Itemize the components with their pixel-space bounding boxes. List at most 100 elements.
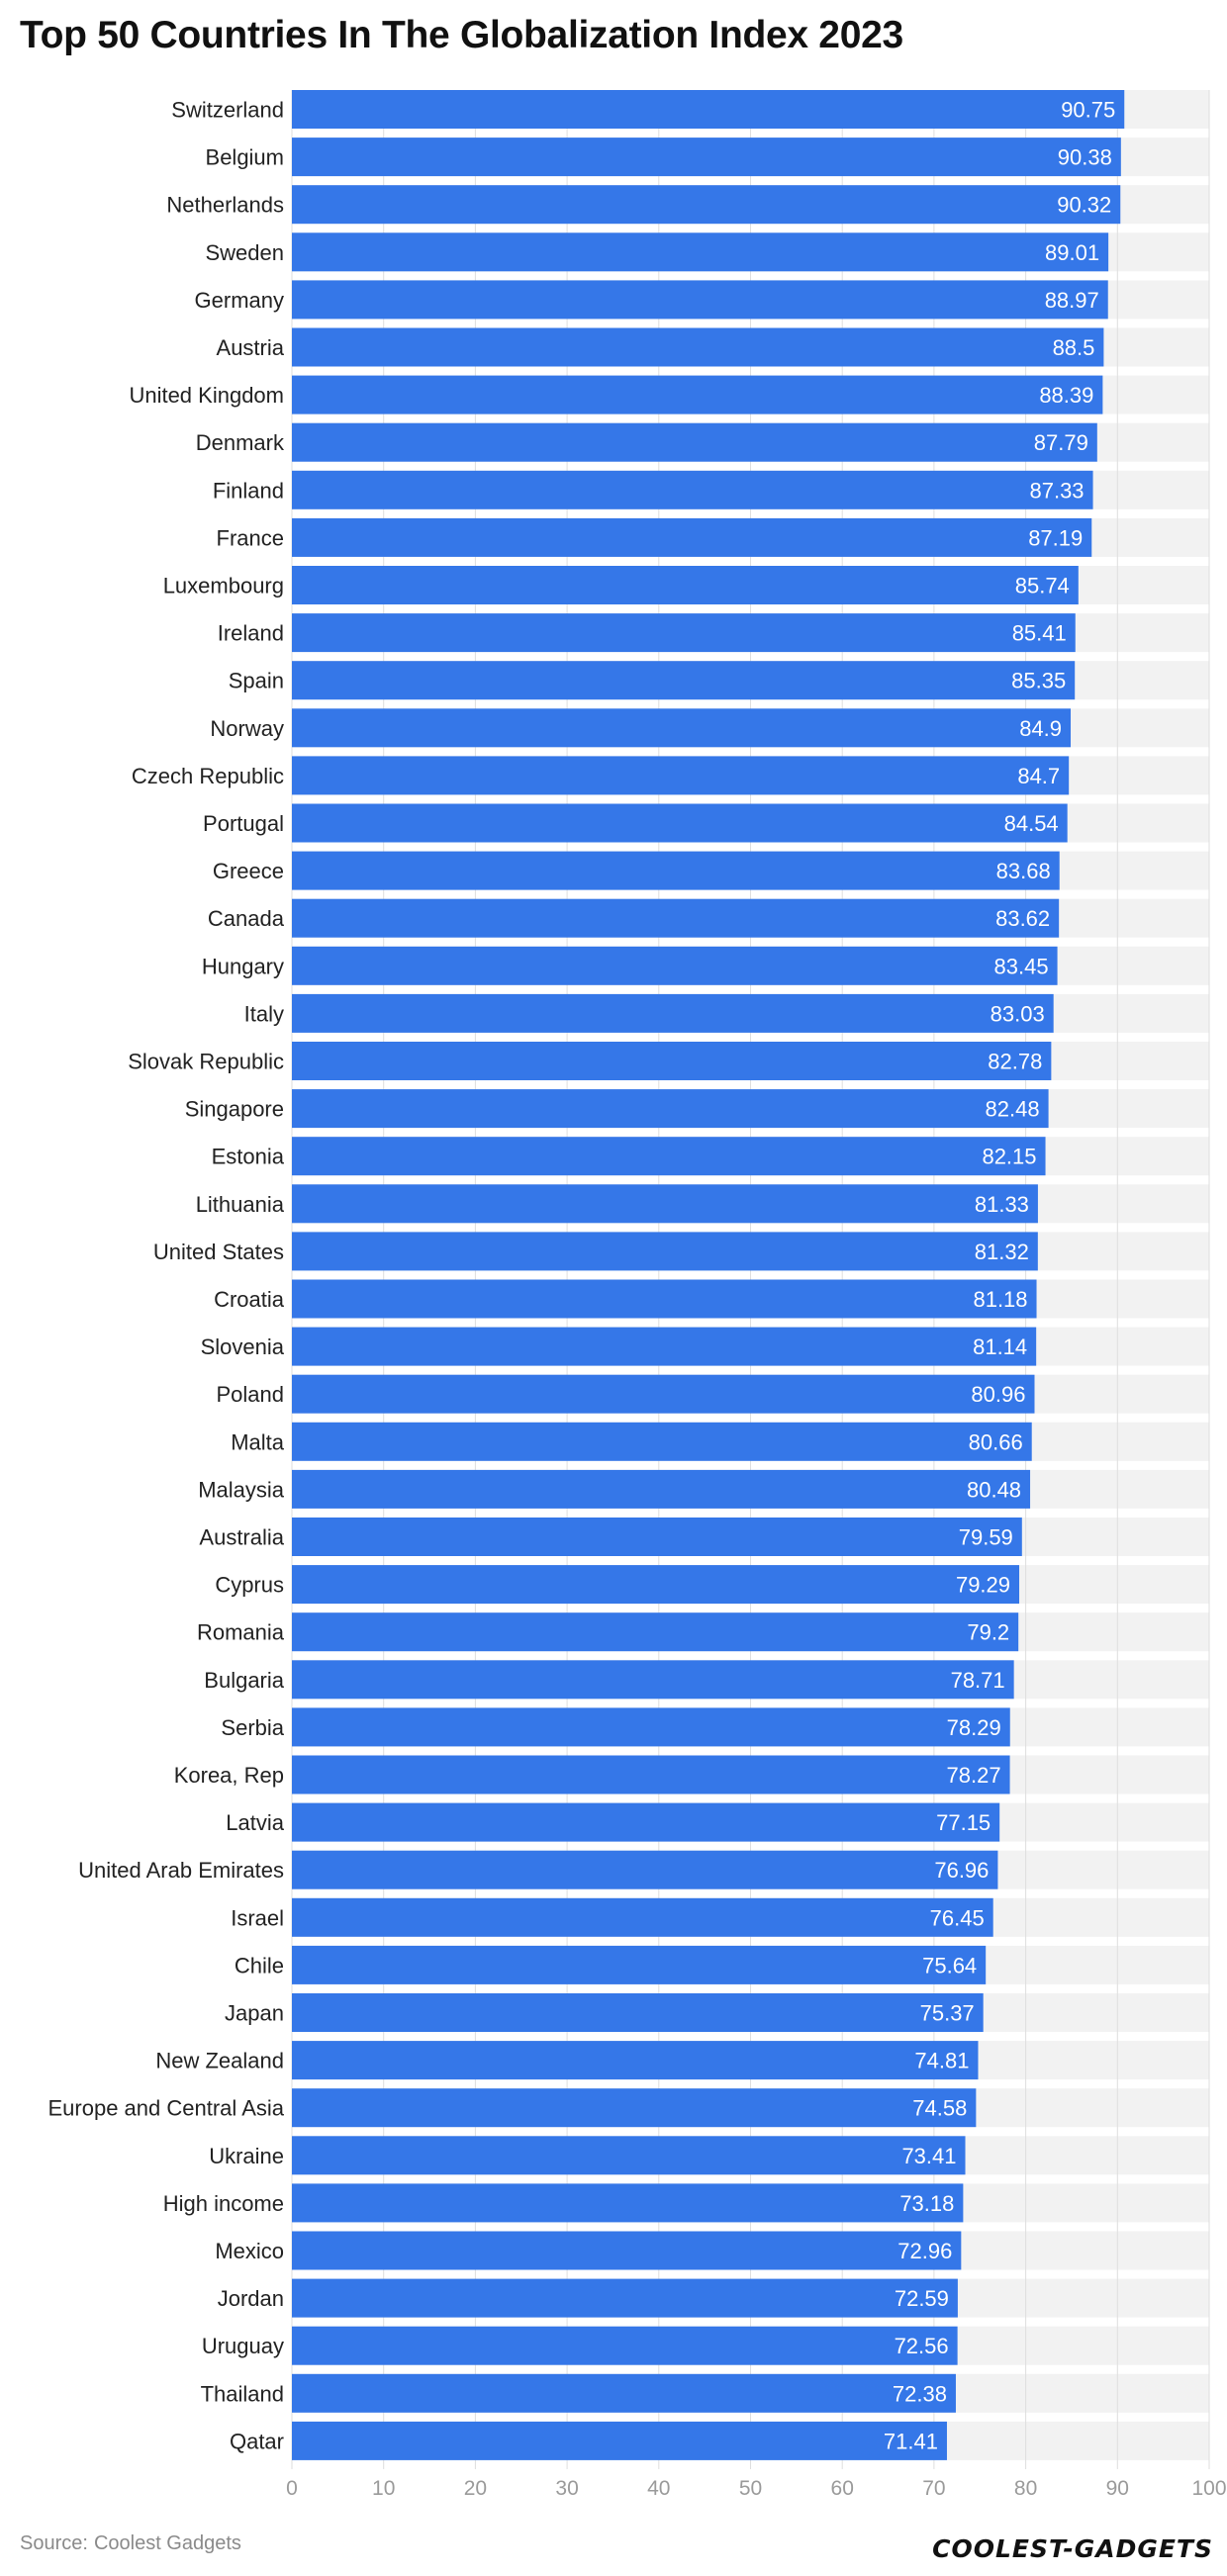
bar [292,1802,1000,1842]
value-label: 80.66 [969,1429,1023,1454]
x-axis-tick-label: 70 [922,2477,945,2500]
bar [292,1612,1019,1652]
bar [292,898,1060,938]
value-label: 72.56 [895,2334,949,2358]
x-axis-tick-label: 90 [1106,2477,1129,2500]
value-label: 81.32 [975,1240,1029,1264]
value-label: 87.19 [1028,525,1083,550]
category-label: France [217,525,284,550]
bar [292,1945,987,1984]
category-label: Singapore [185,1097,284,1122]
x-axis-tick-label: 40 [647,2477,670,2500]
value-label: 81.33 [975,1192,1029,1217]
category-label: Malta [231,1429,285,1454]
category-label: Spain [229,669,284,693]
category-label: Israel [231,1905,284,1930]
value-label: 77.15 [936,1810,991,1835]
x-axis-tick-label: 80 [1014,2477,1037,2500]
bar [292,851,1060,890]
category-label: Hungary [202,954,284,978]
category-label: Korea, Rep [174,1763,284,1788]
x-axis-tick-label: 60 [831,2477,854,2500]
value-label: 84.9 [1019,716,1062,741]
bar [292,422,1097,462]
category-label: Jordan [218,2286,284,2311]
bar [292,2421,947,2460]
value-label: 72.38 [893,2381,947,2406]
bar [292,803,1068,843]
value-label: 84.7 [1017,764,1060,788]
value-label: 78.27 [947,1763,1001,1788]
bar [292,1232,1038,1271]
value-label: 82.78 [988,1050,1042,1074]
bar [292,661,1076,700]
bar [292,1279,1037,1319]
x-axis-tick-group: 0 10 20 30 40 50 60 70 80 90 100 [286,2477,1226,2500]
bar [292,2278,958,2318]
bar [292,1089,1049,1129]
category-label: Slovenia [201,1334,285,1359]
value-label: 76.45 [930,1905,985,1930]
value-label-group: 90.75 90.38 90.32 89.01 88.97 88.5 88.39 87.79 8… [884,98,1115,2454]
category-label-group: Switzerland Belgium Netherlands Sweden Germa… [48,98,285,2454]
category-label: Estonia [212,1145,285,1169]
category-label: Latvia [226,1810,284,1835]
bar [292,2088,977,2128]
category-label: Germany [195,288,284,313]
bar [292,993,1054,1033]
bar [292,90,1125,129]
bar [292,138,1121,177]
x-axis-tick-label: 100 [1191,2477,1226,2500]
x-axis-tick-label: 30 [555,2477,578,2500]
category-label: Mexico [215,2239,284,2263]
bar [292,1422,1032,1461]
bar [292,2041,979,2080]
category-label: Slovak Republic [128,1050,284,1074]
bar [292,185,1121,225]
category-label: Sweden [205,240,284,265]
x-axis-tick-label: 0 [286,2477,298,2500]
value-label: 83.45 [994,954,1049,978]
bar [292,1469,1031,1509]
category-label: Greece [213,859,284,883]
value-label: 81.18 [973,1287,1027,1312]
value-label: 73.18 [899,2191,954,2216]
value-label: 88.97 [1045,288,1099,313]
value-label: 85.74 [1015,574,1070,598]
category-label: Australia [199,1525,284,1550]
bar [292,1042,1052,1080]
bar [292,1565,1020,1605]
category-label: New Zealand [155,2049,284,2073]
bar [292,327,1104,367]
value-label: 90.32 [1057,193,1111,218]
value-label: 75.37 [920,2001,975,2026]
bar [292,2326,958,2365]
bar [292,1897,993,1937]
x-axis-tick-label: 10 [372,2477,395,2500]
source-prefix: Source: [20,2532,88,2554]
value-label: 82.48 [986,1097,1040,1122]
bar [292,1755,1010,1794]
category-label: Uruguay [202,2334,284,2358]
category-label: Belgium [206,145,284,170]
bar [292,756,1070,795]
category-label: Croatia [214,1287,285,1312]
value-label: 84.54 [1004,811,1059,836]
x-axis-tick-label: 20 [464,2477,487,2500]
chart-title: Top 50 Countries In The Globalization In… [20,14,903,56]
category-label: Qatar [230,2429,284,2453]
category-label: Luxembourg [163,574,284,598]
bar [292,1137,1046,1176]
bar [292,946,1058,985]
category-label: Chile [235,1953,284,1978]
category-label: Ireland [218,621,284,646]
value-label: 83.03 [991,1001,1045,1026]
category-label: Serbia [221,1715,284,1740]
bar [292,1184,1038,1224]
category-label: Ukraine [209,2144,284,2168]
value-label: 81.14 [973,1334,1027,1359]
bar [292,2183,964,2223]
source-note: Source: Coolest Gadgets [20,2532,241,2555]
category-label: Czech Republic [132,764,284,788]
value-label: 78.71 [951,1668,1005,1693]
